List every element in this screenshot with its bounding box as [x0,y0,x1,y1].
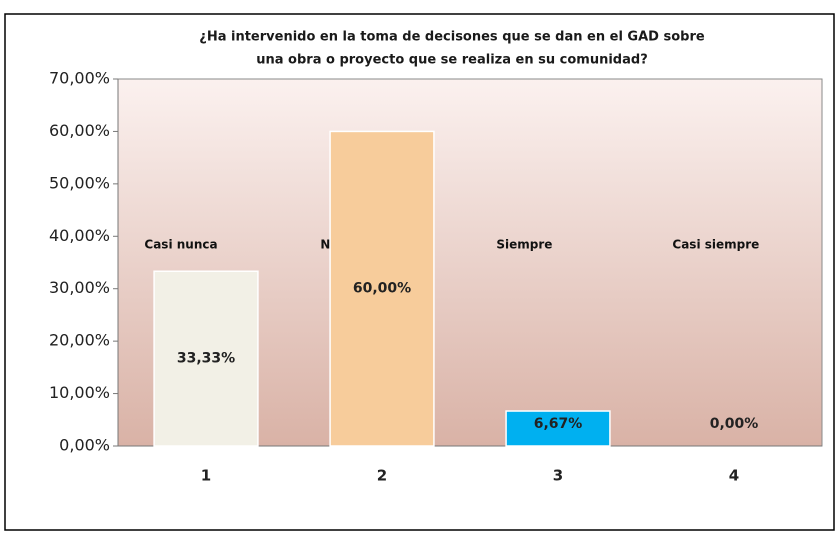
bar [329,130,435,447]
y-tick-label: 40,00% [49,226,110,245]
x-tick-label: 4 [729,467,739,485]
data-label: 6,67% [534,416,583,432]
chart-title: ¿Ha intervenido en la toma de decisones … [199,30,705,45]
y-tick-label: 20,00% [49,331,110,350]
data-label: 33,33% [177,351,235,367]
bar [505,410,611,447]
y-tick-label: 0,00% [59,436,110,455]
y-tick-label: 60,00% [49,121,110,140]
data-label: 60,00% [353,281,411,297]
bar [153,270,259,447]
y-tick-label: 50,00% [49,173,110,192]
bar-name: Casi siempre [672,238,759,252]
data-label: 0,00% [710,416,759,432]
y-tick-label: 30,00% [49,278,110,297]
y-tick-label: 10,00% [49,383,110,402]
y-tick-label: 70,00% [49,69,110,88]
x-tick-label: 3 [553,467,563,485]
chart-title: una obra o proyecto que se realiza en su… [256,53,647,68]
x-tick-label: 2 [377,467,387,485]
bar-name: Casi nunca [144,238,217,252]
x-tick-label: 1 [201,467,211,485]
bar-name: Siempre [496,238,552,252]
